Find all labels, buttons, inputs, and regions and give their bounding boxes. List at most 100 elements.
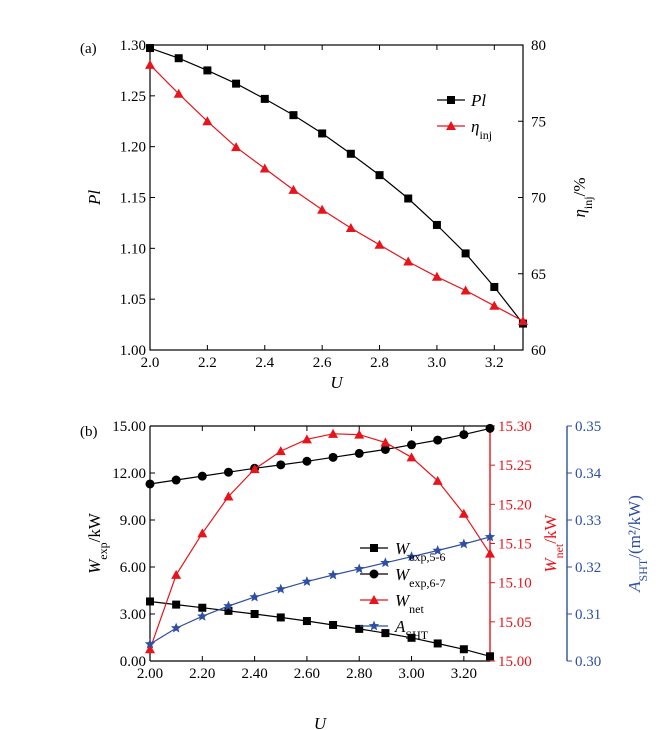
y-right-tick-label-a: 60 — [531, 343, 546, 359]
legend-marker-b-2 — [369, 595, 379, 604]
data-point-b-0 — [407, 633, 416, 642]
data-point-b-1 — [223, 467, 233, 477]
y-mid-axis-title-b: Wnet/kW — [541, 513, 566, 572]
data-point-b-3 — [197, 610, 208, 621]
data-point-a-1 — [231, 142, 242, 152]
y-right-axis-title-b-suffix: /(m²/kW) — [625, 495, 644, 559]
data-point-b-2 — [458, 508, 469, 518]
x-tick-label-a: 2.8 — [370, 355, 389, 371]
y-left-axis-title-b: Wexp/kW — [85, 512, 110, 574]
data-point-a-0 — [490, 282, 499, 291]
legend-label-b-3-main: A — [394, 617, 406, 636]
data-point-b-3 — [484, 531, 496, 542]
y-right-axis-title-a-sub: inj — [581, 196, 595, 209]
x-tick-label-a: 3.0 — [428, 355, 447, 371]
data-point-a-1 — [288, 184, 299, 194]
data-point-a-1 — [403, 256, 414, 266]
y-left-tick-label-a: 1.00 — [120, 343, 146, 359]
y-right-tick-label-a: 75 — [531, 114, 546, 130]
y-right-axis-title-a-suffix: /% — [570, 178, 589, 197]
data-point-b-0 — [302, 617, 311, 626]
y-left-tick-label-a: 1.20 — [120, 140, 146, 156]
data-point-b-0 — [198, 603, 207, 612]
legend-label-b-0-main: W — [395, 539, 411, 558]
legend-label-a-1-main: η — [471, 117, 479, 136]
legend-label-b-2: Wnet — [395, 591, 424, 616]
data-point-b-3 — [275, 583, 286, 594]
panel-a: 2.0 2.2 2.4 2.6 2.8 3.0 3.2 1.00 1.05 1.10 1.15 1.2… — [80, 38, 595, 392]
x-tick-label-b: 2.20 — [189, 666, 215, 682]
data-point-b-1 — [380, 445, 390, 454]
legend-label-b-1-sub: exp,6-7 — [409, 576, 445, 590]
x-tick-label-a: 2.6 — [313, 355, 332, 371]
y-right-tick-label-b: 0.31 — [575, 607, 601, 623]
y-left-tick-label-b: 12.00 — [112, 466, 146, 482]
legend-marker-b-3 — [368, 620, 380, 631]
data-point-b-1 — [485, 423, 495, 433]
data-point-b-1 — [171, 475, 181, 485]
data-point-a-0 — [260, 94, 269, 103]
data-point-a-1 — [173, 88, 184, 98]
legend-label-b-0: Wexp,5-6 — [395, 539, 446, 564]
series-line-b-3 — [149, 536, 491, 645]
data-point-b-0 — [276, 613, 285, 622]
y-left-tick-label-a: 1.05 — [120, 292, 146, 308]
x-tick-label-b: 3.20 — [451, 666, 477, 682]
y-right-tick-label-b: 0.33 — [575, 513, 601, 529]
data-point-a-1 — [431, 271, 442, 281]
panel-label-a: (a) — [80, 41, 97, 57]
data-point-a-1 — [460, 285, 471, 295]
legend-marker-b-0 — [370, 544, 378, 552]
y-left-axis-title-b-suffix: /kW — [85, 512, 104, 542]
data-point-a-0 — [461, 249, 470, 258]
data-point-b-2 — [380, 437, 391, 447]
data-point-b-0 — [172, 600, 181, 609]
plot-frame-a — [149, 44, 524, 351]
y-left-tick-label-b: 0.00 — [120, 654, 146, 670]
data-point-b-2 — [223, 491, 234, 501]
y-left-tick-label-a: 1.30 — [120, 38, 146, 54]
data-point-b-3 — [458, 538, 470, 549]
data-point-b-0 — [355, 624, 364, 633]
data-point-b-2 — [485, 548, 495, 558]
data-point-a-0 — [432, 220, 441, 229]
data-point-b-1 — [459, 430, 469, 440]
data-point-a-1 — [202, 116, 213, 126]
data-point-b-3 — [406, 551, 417, 562]
data-point-a-0 — [346, 149, 355, 158]
y-left-axis-title-a-text: Pl — [85, 190, 104, 206]
legend-label-b-0-sub: exp,5-6 — [409, 550, 445, 564]
y-right-axis-title-a: ηinj/% — [570, 178, 595, 218]
y-right-tick-label-b: 0.30 — [575, 654, 601, 670]
legend-label-b-1: Wexp,6-7 — [395, 565, 446, 590]
series-line-b-2 — [149, 433, 491, 650]
data-point-b-1 — [407, 440, 417, 450]
series-line-a-0 — [149, 47, 524, 324]
y-left-tick-label-b: 3.00 — [120, 607, 146, 623]
y-left-tick-label-b: 9.00 — [120, 513, 146, 529]
legend-marker-a-1 — [446, 121, 456, 130]
data-point-b-2 — [171, 569, 182, 579]
y-right-tick-label-a: 80 — [531, 38, 546, 54]
data-point-b-1 — [433, 435, 443, 445]
legend-label-a-1: ηinj — [471, 117, 492, 142]
legend-label-b-2-main: W — [395, 591, 411, 610]
data-point-b-3 — [327, 569, 339, 580]
x-tick-label-a: 2.2 — [198, 355, 217, 371]
y-left-tick-label-a: 1.25 — [120, 89, 146, 105]
panel-label-b: (b) — [80, 424, 98, 440]
data-point-b-2 — [197, 528, 208, 538]
y-right-axis-title-a-main: η — [570, 209, 589, 217]
data-point-b-0 — [329, 620, 338, 629]
y-left-axis-title-a: Pl — [85, 190, 104, 206]
data-point-b-0 — [459, 645, 468, 654]
x-axis-title-b-text: U — [314, 714, 328, 730]
data-point-a-0 — [203, 66, 212, 75]
data-point-b-2 — [145, 644, 155, 654]
y-left-tick-label-b: 15.00 — [112, 419, 146, 435]
y-right-tick-label-a: 65 — [531, 267, 546, 283]
series-line-a-1 — [149, 64, 524, 322]
x-axis-title-b: U — [314, 714, 328, 730]
y-mid-tick-label-b: 15.15 — [498, 537, 532, 553]
data-point-b-0 — [250, 610, 259, 618]
